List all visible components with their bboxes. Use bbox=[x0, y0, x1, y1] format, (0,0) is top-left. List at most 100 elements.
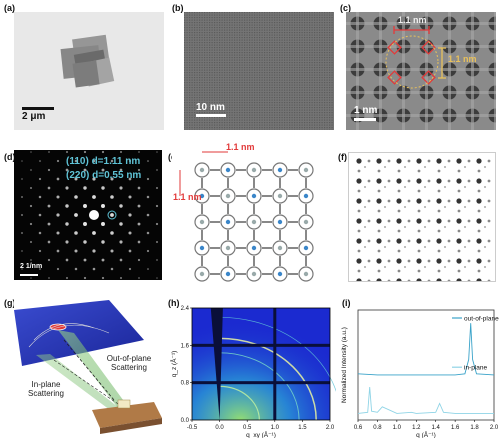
x-axis-label: q_xy (Å⁻¹) bbox=[246, 430, 276, 438]
sim-dot bbox=[376, 238, 382, 244]
scalebar-b bbox=[196, 114, 226, 117]
y-tick-label: 0.0 bbox=[181, 418, 190, 424]
saed-spot bbox=[155, 204, 159, 208]
saed-spot bbox=[29, 186, 33, 190]
saed-spot bbox=[74, 231, 78, 235]
saed-spot bbox=[30, 259, 32, 261]
sim-dot bbox=[436, 198, 442, 204]
saed-spot bbox=[83, 168, 87, 172]
panel-c-hrtem-zoom: 1.1 nm 1.1 nm 1 nm bbox=[346, 12, 496, 130]
sim-dot bbox=[356, 278, 362, 281]
sim-dot bbox=[396, 238, 402, 244]
sim-dot bbox=[376, 278, 382, 281]
saed-spot bbox=[137, 186, 141, 190]
saed-spot bbox=[74, 267, 78, 271]
saed-spot bbox=[47, 222, 51, 226]
panel-i-label: (i) bbox=[342, 298, 351, 308]
x-tick-label: 0.0 bbox=[215, 425, 224, 431]
panel-d-annotation-110: (110) d=1.11 nm bbox=[66, 156, 141, 167]
x-tick-label: 0.6 bbox=[354, 425, 363, 431]
saed-spot bbox=[146, 231, 150, 235]
sim-dot bbox=[456, 198, 462, 204]
saed-spot bbox=[74, 249, 78, 253]
saed-spot bbox=[30, 277, 32, 279]
missing-wedge bbox=[210, 308, 223, 420]
saed-spot bbox=[101, 150, 105, 154]
sim-dot bbox=[476, 278, 482, 281]
saed-spot bbox=[119, 204, 123, 208]
x-tick-label: 1.2 bbox=[412, 425, 421, 431]
saed-spot bbox=[83, 240, 87, 244]
saed-spot bbox=[74, 177, 78, 181]
saed-spot bbox=[156, 169, 158, 171]
saed-spot bbox=[92, 231, 96, 235]
saed-spot bbox=[128, 249, 132, 253]
sim-dot bbox=[436, 278, 442, 281]
x-tick-label: -0.5 bbox=[187, 425, 198, 431]
saed-spot bbox=[30, 151, 32, 153]
saed-spot bbox=[56, 213, 60, 217]
saed-spot bbox=[110, 213, 114, 217]
saed-spot bbox=[137, 222, 141, 226]
sim-dot bbox=[436, 238, 442, 244]
scalebar-d bbox=[20, 274, 38, 276]
panel-e-dim-h: 1.1 nm bbox=[226, 142, 255, 152]
saed-spot bbox=[65, 222, 69, 226]
legend-in-plane: in-plane bbox=[464, 365, 488, 372]
saed-spot bbox=[65, 240, 69, 244]
saed-spot bbox=[48, 151, 50, 153]
sim-dot bbox=[376, 218, 382, 224]
series-line-out-of-plane bbox=[357, 323, 495, 376]
saed-spot bbox=[110, 159, 114, 163]
scattering-arc bbox=[219, 316, 336, 393]
saed-spot bbox=[38, 213, 42, 217]
sim-dot bbox=[416, 198, 422, 204]
sim-dot bbox=[356, 238, 362, 244]
sim-dot bbox=[436, 258, 442, 264]
sim-dot bbox=[396, 198, 402, 204]
sim-dot bbox=[436, 218, 442, 224]
saed-spot bbox=[146, 249, 150, 253]
sim-dot bbox=[416, 178, 422, 184]
saed-spot bbox=[138, 151, 140, 153]
panel-c-dim2: 1.1 nm bbox=[448, 54, 477, 64]
saed-spot bbox=[101, 258, 105, 262]
panel-d-annotation-220: (220) d=0.55 nm bbox=[66, 170, 142, 181]
label-out-of-plane-scattering: Out-of-plane Scattering bbox=[106, 354, 152, 372]
sim-dot bbox=[416, 158, 422, 164]
panel-c-dim1: 1.1 nm bbox=[398, 15, 427, 25]
scattering-arc bbox=[219, 385, 260, 421]
sim-dot bbox=[376, 178, 382, 184]
saed-spot bbox=[29, 222, 33, 226]
x-tick-label: 2.0 bbox=[326, 425, 335, 431]
saed-spot bbox=[110, 195, 114, 199]
saed-spot bbox=[146, 213, 150, 217]
saed-spot bbox=[39, 268, 41, 270]
saed-spot bbox=[39, 160, 41, 162]
saed-spot bbox=[128, 177, 132, 181]
sim-dot bbox=[476, 178, 482, 184]
saed-spot bbox=[92, 159, 96, 163]
saed-spot bbox=[74, 213, 78, 217]
saed-spot bbox=[119, 186, 123, 190]
sim-dot bbox=[376, 258, 382, 264]
saed-spot bbox=[128, 159, 132, 163]
x-tick-label: 1.0 bbox=[271, 425, 280, 431]
saed-spot bbox=[92, 195, 96, 199]
panel-b-hrtem-image: 10 nm bbox=[184, 12, 334, 130]
saed-spot bbox=[137, 258, 141, 262]
saed-spot bbox=[56, 159, 60, 163]
panel-a-label: (a) bbox=[4, 3, 15, 13]
saed-spot bbox=[155, 222, 159, 226]
sim-dot bbox=[416, 218, 422, 224]
saed-spot bbox=[128, 231, 132, 235]
saed-spot bbox=[128, 213, 132, 217]
saed-spot bbox=[47, 204, 51, 208]
saed-spot bbox=[83, 222, 87, 226]
saed-spot bbox=[30, 169, 32, 171]
saed-spot bbox=[65, 150, 69, 154]
saed-spot bbox=[110, 177, 114, 181]
saed-spot bbox=[38, 177, 42, 181]
saed-spot bbox=[119, 150, 123, 154]
saed-spot bbox=[101, 168, 105, 172]
